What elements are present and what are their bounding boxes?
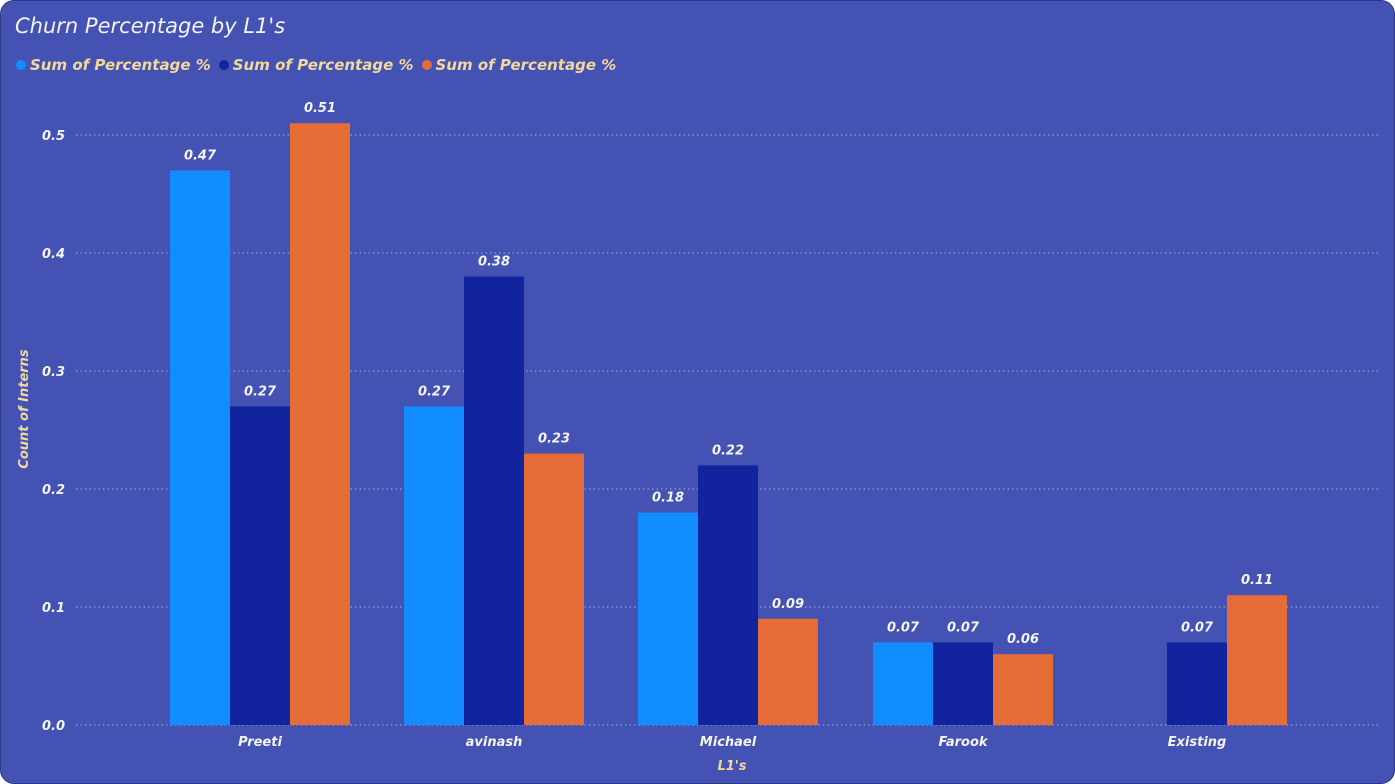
y-tick-label: 0.2 (42, 483, 65, 498)
y-tick-label: 0.3 (42, 365, 65, 380)
bar-preeti-series-3[interactable] (290, 123, 350, 725)
legend-label: Sum of Percentage % (232, 56, 414, 74)
legend-item-1[interactable]: Sum of Percentage % (16, 56, 211, 74)
bar-farook-series-2[interactable] (933, 642, 993, 725)
y-axis: 0.0 0.1 0.2 0.3 0.4 0.5 (42, 129, 65, 734)
bar-farook-series-3[interactable] (993, 654, 1053, 725)
data-label: 0.23 (538, 432, 570, 447)
legend-label: Sum of Percentage % (30, 56, 211, 74)
data-labels: 0.47 0.27 0.51 0.27 0.38 0.23 0.18 0.22 0.09 0.07… (184, 101, 1273, 647)
bar-farook-series-1[interactable] (873, 642, 933, 725)
x-tick-label: Michael (700, 735, 757, 750)
x-tick-label: Existing (1168, 735, 1227, 750)
legend-item-3[interactable]: Sum of Percentage % (421, 56, 617, 74)
bar-michael-series-3[interactable] (758, 618, 818, 725)
data-label: 0.27 (244, 384, 277, 399)
x-axis-title: L1's (717, 759, 746, 774)
data-label: 0.07 (947, 620, 980, 635)
data-label: 0.51 (304, 101, 336, 116)
chart-title: Churn Percentage by L1's (15, 14, 286, 38)
bar-michael-series-2[interactable] (698, 465, 758, 725)
y-tick-label: 0.1 (42, 601, 65, 616)
legend-item-2[interactable]: Sum of Percentage % (218, 56, 414, 74)
bar-avinash-series-3[interactable] (524, 453, 584, 725)
data-label: 0.09 (772, 597, 804, 612)
data-label: 0.11 (1241, 573, 1273, 588)
data-label: 0.18 (652, 491, 684, 506)
bar-existing-series-3[interactable] (1227, 595, 1287, 725)
legend-label: Sum of Percentage % (435, 56, 617, 74)
x-axis: Preeti avinash Michael Farook Existing (238, 735, 1226, 750)
bar-existing-series-2[interactable] (1167, 642, 1227, 725)
bar-preeti-series-1[interactable] (170, 170, 230, 725)
x-tick-label: avinash (466, 735, 523, 750)
y-tick-label: 0.5 (42, 129, 65, 144)
bar-michael-series-1[interactable] (638, 512, 698, 725)
data-label: 0.07 (1181, 620, 1214, 635)
y-tick-label: 0.4 (42, 247, 65, 262)
y-axis-title: Count of Interns (17, 349, 32, 469)
data-label: 0.27 (418, 384, 451, 399)
bar-avinash-series-2[interactable] (464, 276, 524, 725)
data-label: 0.38 (478, 255, 510, 270)
legend-dot-icon (16, 60, 26, 70)
data-label: 0.47 (184, 148, 217, 163)
bar-preeti-series-2[interactable] (230, 406, 290, 725)
y-tick-label: 0.0 (42, 719, 65, 734)
legend-dot-icon (218, 60, 229, 70)
legend-dot-icon (421, 60, 432, 70)
x-tick-label: Preeti (238, 735, 282, 750)
x-tick-label: Farook (938, 735, 988, 750)
bar-avinash-series-1[interactable] (404, 406, 464, 725)
data-label: 0.22 (712, 443, 744, 458)
data-label: 0.07 (887, 620, 920, 635)
legend: Sum of Percentage % Sum of Percentage % … (16, 56, 616, 74)
bars (170, 123, 1287, 725)
data-label: 0.06 (1007, 632, 1039, 647)
